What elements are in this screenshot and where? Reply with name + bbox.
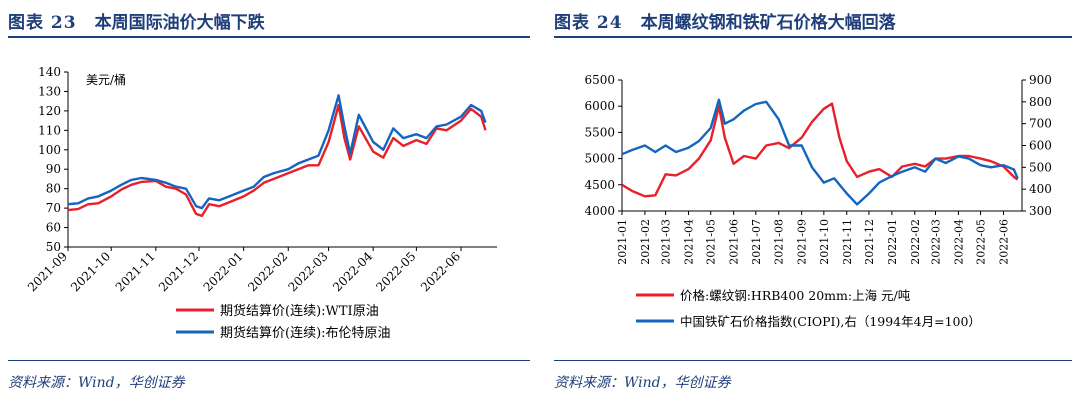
- right-y-tick-label: 700: [1029, 117, 1052, 131]
- y-tick-label: 50: [46, 240, 61, 254]
- left-y-tick-label: 5000: [584, 152, 615, 166]
- x-tick-label: 2021-02: [639, 219, 652, 265]
- brent-series-line: [67, 94, 487, 210]
- left-figure-panel: 图表 23 本周国际油价大幅下跌 50 60 70 80 90 100 110 120 130 1…: [0, 0, 538, 405]
- wti-series-line: [67, 103, 487, 218]
- right-y-tick-label: 500: [1029, 160, 1052, 174]
- y-tick-label: 90: [46, 162, 61, 176]
- x-tick-label: 2021-10: [68, 249, 113, 294]
- x-tick-label: 2022-04: [330, 249, 375, 294]
- right-y-tick-label: 300: [1029, 204, 1052, 218]
- steel-iron-ore-chart: 4000 4500 5000 5500 6000 6500 300 400 500 600 700 8…: [584, 73, 1052, 329]
- y-tick-label: 120: [38, 104, 61, 118]
- legend-label: 期货结算价(连续):WTI原油: [220, 303, 379, 319]
- legend-label: 价格:螺纹钢:HRB400 20mm:上海 元/吨: [680, 288, 911, 303]
- right-y-tick-label: 900: [1029, 73, 1052, 87]
- y-tick-label: 70: [46, 201, 61, 215]
- right-source-divider: [554, 360, 1072, 361]
- x-tick-label: 2022-06: [418, 249, 463, 294]
- x-tick-label: 2021-10: [818, 219, 831, 265]
- x-tick-label: 2022-01: [886, 219, 899, 265]
- x-tick-label: 2022-02: [245, 249, 290, 294]
- x-tick-label: 2021-06: [728, 219, 741, 265]
- right-figure-title: 本周螺纹钢和铁矿石价格大幅回落: [640, 12, 896, 33]
- right-figure-header: 图表 24 本周螺纹钢和铁矿石价格大幅回落: [554, 4, 1072, 38]
- x-tick-label: 2021-12: [863, 219, 876, 265]
- legend-label: 期货结算价(连续):布伦特原油: [220, 325, 391, 341]
- left-source-divider: [8, 360, 530, 361]
- x-tick-label: 2021-08: [773, 219, 786, 265]
- right-y-tick-label: 600: [1029, 139, 1052, 153]
- x-tick-label: 2021-01: [616, 219, 629, 265]
- right-figure-label: 图表 24: [554, 12, 623, 33]
- x-tick-label: 2022-05: [373, 249, 418, 294]
- right-figure-panel: 图表 24 本周螺纹钢和铁矿石价格大幅回落 4000 4500 5000 5500 60…: [546, 0, 1080, 405]
- x-tick-label: 2022-05: [975, 219, 988, 265]
- y-tick-label: 140: [38, 65, 61, 79]
- x-tick-label: 2022-04: [952, 219, 965, 265]
- iron-ore-series-line: [621, 98, 1019, 206]
- left-y-tick-label: 6500: [584, 73, 615, 87]
- left-source-note: 资料来源：Wind，华创证券: [8, 375, 185, 391]
- y-tick-label: 110: [38, 123, 61, 137]
- y-tick-label: 80: [46, 182, 61, 196]
- oil-price-chart: 5060708090100110120130140美元/桶2021-092021…: [25, 65, 497, 341]
- unit-label: 美元/桶: [86, 72, 126, 87]
- right-source-note: 资料来源：Wind，华创证券: [554, 375, 731, 391]
- x-tick-label: 2022-06: [998, 219, 1011, 265]
- left-y-tick-label: 5500: [584, 125, 615, 139]
- x-tick-label: 2021-04: [683, 219, 696, 265]
- x-tick-label: 2021-07: [750, 219, 763, 265]
- y-tick-label: 130: [38, 84, 61, 98]
- x-tick-label: 2021-09: [25, 249, 70, 294]
- y-tick-label: 100: [38, 143, 61, 157]
- left-y-tick-label: 4500: [584, 178, 615, 192]
- left-figure-title: 本周国际油价大幅下跌: [94, 12, 265, 33]
- left-y-tick-label: 6000: [584, 99, 615, 113]
- x-tick-label: 2022-03: [286, 249, 331, 294]
- x-tick-label: 2021-03: [660, 219, 673, 265]
- left-y-tick-label: 4000: [584, 204, 615, 218]
- legend-label: 中国铁矿石价格指数(CIOPI),右（1994年4月=100）: [680, 314, 981, 329]
- x-tick-label: 2021-11: [841, 219, 854, 265]
- x-tick-label: 2021-09: [796, 219, 809, 265]
- x-tick-label: 2021-12: [156, 249, 201, 294]
- left-figure-header: 图表 23 本周国际油价大幅下跌: [8, 4, 530, 38]
- left-figure-label: 图表 23: [8, 12, 77, 33]
- x-tick-label: 2022-02: [909, 219, 922, 265]
- x-tick-label: 2022-03: [929, 219, 942, 265]
- y-tick-label: 60: [46, 221, 61, 235]
- right-y-tick-label: 400: [1029, 182, 1052, 196]
- rebar-series-line: [621, 102, 1019, 198]
- x-tick-label: 2022-01: [201, 249, 246, 294]
- x-tick-label: 2021-05: [705, 219, 718, 265]
- x-tick-label: 2021-11: [113, 249, 158, 294]
- right-y-tick-label: 800: [1029, 95, 1052, 109]
